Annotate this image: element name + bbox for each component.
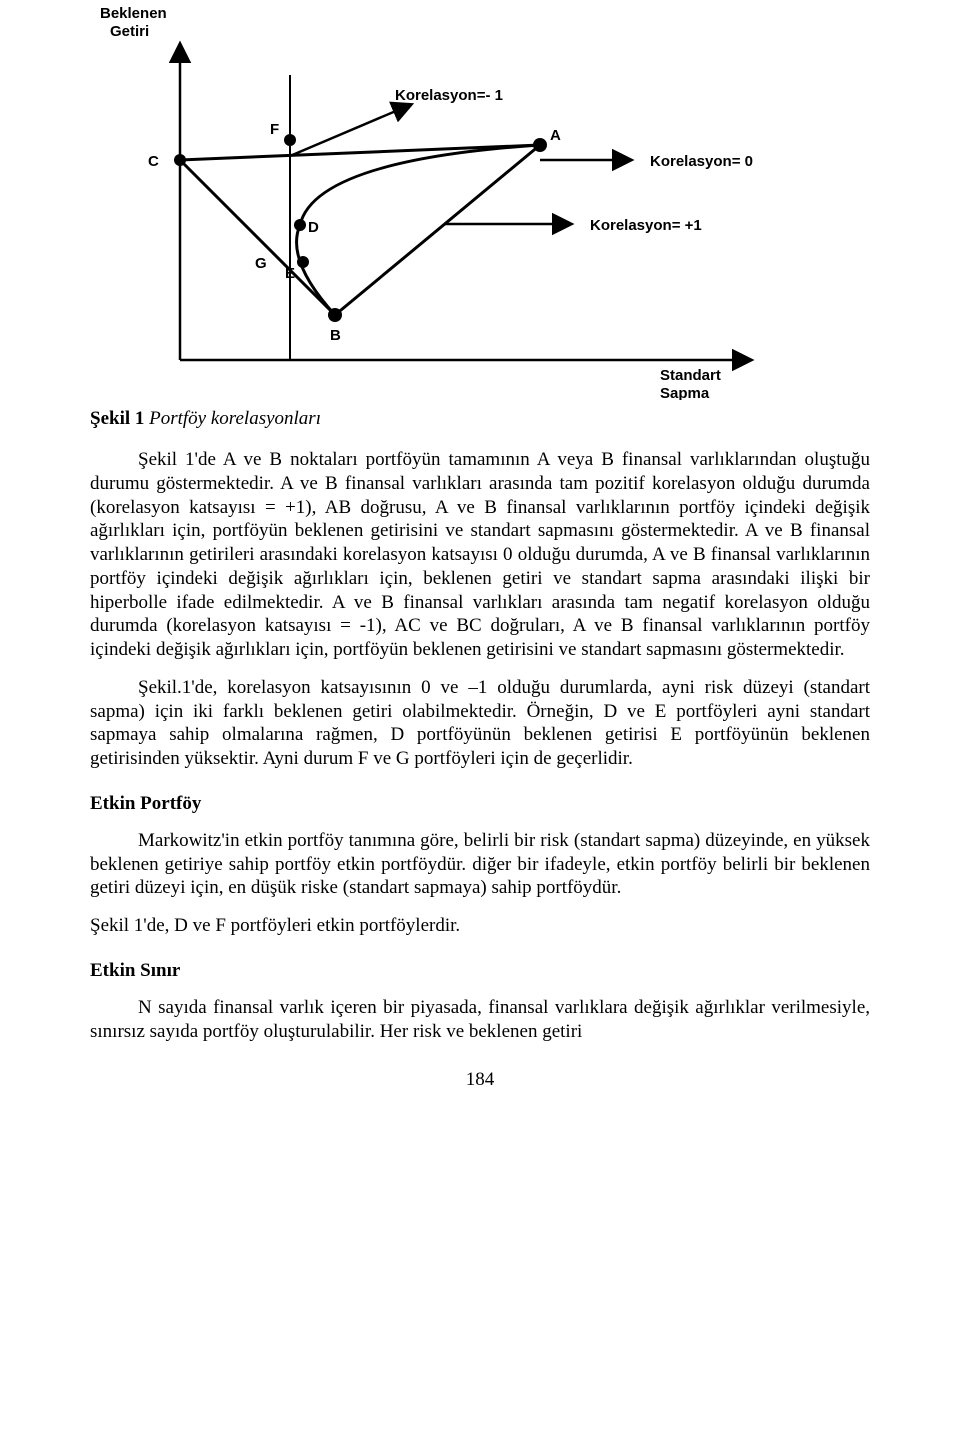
page: Beklenen Getiri Standart Sapma Korelasyo…	[0, 0, 960, 1131]
figure-caption-label: Şekil 1	[90, 408, 144, 429]
x-axis-label-line1: Standart	[660, 367, 721, 384]
heading-etkin-sinir: Etkin Sınır	[90, 960, 870, 982]
y-axis-label-line1: Beklenen	[100, 5, 167, 22]
label-korelasyon-pos1: Korelasyon= +1	[590, 217, 702, 234]
line-ac	[180, 145, 540, 160]
point-d-label: D	[308, 219, 319, 236]
label-korelasyon-neg1: Korelasyon=- 1	[395, 87, 503, 104]
heading-etkin-portfoy: Etkin Portföy	[90, 793, 870, 815]
figure-portfolio-correlations: Beklenen Getiri Standart Sapma Korelasyo…	[90, 0, 870, 400]
figure-caption: Şekil 1 Portföy korelasyonları	[90, 408, 870, 430]
point-b-label: B	[330, 327, 341, 344]
paragraph-3b: Şekil 1'de, D ve F portföyleri etkin por…	[90, 914, 870, 938]
point-f-dot	[284, 134, 296, 146]
curve-korelasyon-0	[297, 145, 540, 315]
paragraph-2: Şekil.1'de, korelasyon katsayısının 0 ve…	[90, 676, 870, 771]
page-number: 184	[90, 1069, 870, 1091]
point-d-dot	[294, 219, 306, 231]
point-a-label: A	[550, 127, 561, 144]
paragraph-1: Şekil 1'de A ve B noktaları portföyün ta…	[90, 448, 870, 662]
point-b-dot	[328, 308, 342, 322]
point-c-label: C	[148, 153, 159, 170]
y-axis-label-line2: Getiri	[110, 23, 149, 40]
correlation-diagram-svg: Beklenen Getiri Standart Sapma Korelasyo…	[90, 0, 870, 400]
point-a-dot	[533, 138, 547, 152]
paragraph-3: Markowitz'in etkin portföy tanımına göre…	[90, 829, 870, 900]
paragraph-4: N sayıda finansal varlık içeren bir piya…	[90, 996, 870, 1044]
x-axis-label-line2: Sapma	[660, 385, 710, 400]
point-e-label: E	[285, 265, 295, 282]
point-f-label: F	[270, 121, 279, 138]
arrow-korelasyon-neg1	[290, 105, 410, 156]
point-e-dot	[297, 256, 309, 268]
line-bc	[180, 160, 335, 315]
point-c-dot	[174, 154, 186, 166]
line-ab	[335, 145, 540, 315]
figure-caption-title: Portföy korelasyonları	[144, 408, 321, 429]
point-g-label: G	[255, 255, 267, 272]
label-korelasyon-0: Korelasyon= 0	[650, 153, 753, 170]
